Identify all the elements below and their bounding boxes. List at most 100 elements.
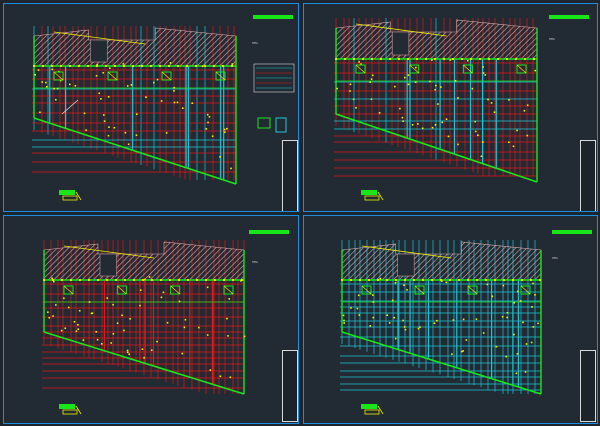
node-marker [434,88,437,91]
axis-marker [439,278,443,282]
node-marker [201,65,204,68]
node-marker [402,120,404,122]
node-marker [219,375,222,378]
node-marker [143,356,145,359]
axis-marker [150,278,154,282]
fixture-cross [170,285,180,295]
node-marker [393,316,396,319]
node-marker [526,104,529,107]
fixture-box [355,64,366,74]
legend-pointer [377,405,384,415]
sheet-title-bar [549,15,589,19]
node-marker [358,61,360,63]
node-marker [165,132,168,134]
fixture-cross [467,285,478,295]
node-marker [357,294,360,297]
legend-bar-outline [62,409,78,415]
title-block [282,350,298,422]
axis-marker [412,278,416,282]
axis-marker [212,64,216,68]
node-marker [206,286,209,289]
sheet-title-bar [249,230,289,234]
node-marker [524,371,527,373]
axis-marker [195,278,199,282]
drawing-sheet-top-left[interactable]: HMA [3,3,299,212]
node-marker [108,126,110,128]
legend-pointer [75,191,82,201]
node-marker [417,123,419,125]
courtyard-void [90,39,108,63]
node-marker [98,92,101,95]
node-marker [63,297,65,300]
node-marker [74,84,77,87]
axis-marker [194,64,198,68]
fixture-box [467,285,478,295]
node-marker [205,128,208,130]
node-marker [169,62,172,64]
roof-ridge-line [361,245,452,259]
drawing-sheet-bottom-right[interactable]: HMA [303,215,598,424]
node-marker [107,134,110,137]
node-marker [219,156,221,158]
fixture-box [414,285,425,295]
node-marker [100,98,102,100]
node-marker [336,87,338,90]
node-marker [68,83,71,86]
drawing-sheet-bottom-left[interactable]: HMA [3,215,299,424]
node-marker [516,129,518,132]
node-marker [343,319,345,322]
axis-marker [424,57,428,61]
node-marker [56,87,59,90]
node-marker [45,81,47,84]
node-marker [526,134,529,137]
node-marker [445,281,448,284]
node-marker [226,127,228,130]
axis-marker [430,278,434,282]
node-marker [126,351,129,354]
axis-marker [159,278,163,282]
north-arrow-legend [59,404,81,418]
node-marker [371,74,374,77]
sheet-note: HMA [252,260,259,264]
axis-marker [511,278,515,282]
node-marker [372,301,375,303]
node-marker [41,81,43,83]
node-marker [173,86,175,89]
node-marker [350,307,352,309]
node-marker [349,83,352,86]
axis-marker [185,64,189,68]
node-marker [229,376,232,379]
node-marker [181,107,184,109]
axis-marker [87,278,91,282]
node-marker [482,141,484,143]
legend-bar-outline [62,195,78,201]
axis-marker [358,278,362,282]
node-marker [85,129,87,131]
axis-marker [460,57,464,61]
fixture-cross [414,285,425,295]
axis-marker [487,57,491,61]
node-marker [460,350,463,353]
fixture-cross [520,285,531,295]
drawing-sheet-top-right[interactable]: HMA [303,3,598,212]
node-marker [403,326,406,328]
node-marker [112,333,115,335]
fixture-cross [409,64,419,74]
node-marker [102,114,105,116]
node-marker [433,322,436,325]
node-marker [513,301,515,304]
axis-marker [496,57,500,61]
axis-marker [451,57,455,61]
node-marker [487,98,489,101]
axis-marker [475,278,479,282]
node-marker [77,323,79,326]
wall-line-diagonal [43,331,245,395]
axis-marker [448,278,452,282]
roof-ridge-line [63,245,155,259]
courtyard-void [99,253,117,277]
node-marker [176,101,179,104]
axis-marker [96,278,100,282]
sheet-note: HMA [549,37,556,41]
fixture-box [107,71,118,81]
node-marker [431,126,434,129]
